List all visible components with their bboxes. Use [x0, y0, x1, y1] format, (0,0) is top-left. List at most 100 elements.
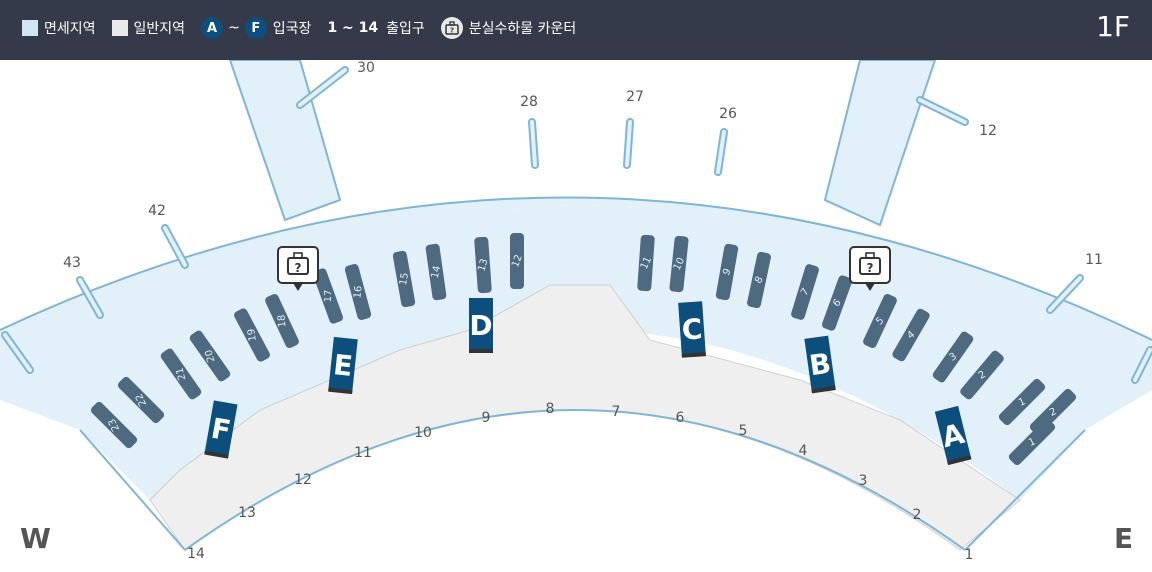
gate-label-43: 43 [63, 255, 81, 271]
svg-text:20: 20 [204, 348, 218, 363]
gate-label-28: 28 [520, 94, 538, 110]
luggage-icon: ? [440, 17, 463, 39]
svg-text:2: 2 [977, 369, 988, 382]
svg-text:7: 7 [799, 286, 812, 298]
baggage-carousel-10: 14 [425, 243, 447, 301]
east-label: E [1114, 522, 1134, 555]
arrival-hall-b: B [804, 335, 836, 394]
svg-text:22: 22 [134, 392, 149, 408]
west-label: W [20, 522, 51, 555]
exit-label-4: 4 [799, 443, 808, 459]
gate-label-27: 27 [626, 89, 644, 105]
baggage-carousel-19: 5 [863, 293, 897, 349]
legend-exit-range: 1 ~ 14 [327, 20, 379, 36]
svg-text:4: 4 [905, 329, 917, 342]
legend-exit-label: 출입구 [386, 21, 425, 37]
legend-duty-free-label: 면세지역 [44, 21, 96, 37]
baggage-carousel-5: 19 [234, 308, 270, 362]
legend-arrival-hall: A ~ F 입국장 [201, 17, 311, 39]
baggage-carousel-7: 17 [312, 268, 344, 324]
svg-text:C: C [681, 312, 704, 346]
arrival-hall-e: E [328, 336, 358, 395]
floor-indicator: 1F [1096, 10, 1130, 43]
header-bar: 면세지역 일반지역 A ~ F 입국장 1 ~ 14 출입구 ? 분실수하물 카… [0, 0, 1152, 60]
exit-label-14: 14 [187, 546, 205, 562]
baggage-carousel-3: 21 [160, 348, 202, 400]
exit-label-12: 12 [294, 472, 312, 488]
gate-label-42: 42 [148, 203, 166, 219]
exit-label-3: 3 [859, 473, 868, 489]
svg-text:8: 8 [753, 275, 766, 286]
svg-text:6: 6 [831, 297, 844, 309]
svg-text:1: 1 [1027, 436, 1037, 449]
exit-label-5: 5 [739, 423, 748, 439]
baggage-carousel-9: 15 [392, 250, 416, 308]
hall-f-badge: F [244, 17, 267, 39]
baggage-carousel-6: 18 [265, 293, 299, 349]
svg-text:10: 10 [672, 256, 687, 272]
svg-text:E: E [332, 348, 354, 383]
lost-found-marker-2: ? [849, 246, 891, 291]
svg-text:D: D [469, 309, 492, 342]
baggage-carousel-12: 12 [510, 233, 525, 289]
svg-text:18: 18 [276, 314, 288, 328]
exit-label-8: 8 [546, 401, 555, 417]
legend-general: 일반지역 [111, 18, 186, 38]
baggage-carousel-8: 16 [344, 264, 372, 320]
gate-label-12: 12 [979, 123, 997, 139]
legend-general-label: 일반지역 [133, 21, 186, 37]
svg-text:B: B [807, 347, 833, 383]
hall-a-badge: A [201, 17, 224, 39]
baggage-carousel-11: 13 [474, 236, 492, 294]
baggage-carousel-13: 11 [637, 234, 655, 292]
legend-tilde: ~ [228, 20, 240, 36]
baggage-carousel-16: 8 [747, 251, 771, 309]
general-swatch [111, 20, 128, 36]
legend-exit: 1 ~ 14 출입구 [327, 18, 424, 38]
svg-text:?: ? [867, 261, 874, 275]
baggage-carousel-14: 10 [669, 235, 689, 293]
svg-text:3: 3 [948, 351, 960, 364]
svg-text:21: 21 [175, 366, 189, 381]
svg-text:17: 17 [323, 290, 334, 303]
gate-label-26: 26 [719, 106, 737, 122]
baggage-carousel-15: 9 [715, 243, 739, 301]
svg-text:?: ? [450, 27, 454, 35]
svg-text:11: 11 [639, 255, 654, 271]
baggage-carousel-1: 23 [90, 401, 138, 449]
lost-found-marker-1: ? [277, 246, 319, 291]
arrival-hall-f: F [204, 400, 238, 459]
baggage-carousel-25: 1 [1008, 418, 1056, 466]
exit-label-11: 11 [354, 445, 372, 461]
legend-lost-found: ? 분실수하물 카운터 [440, 17, 577, 39]
baggage-carousel-21: 3 [932, 331, 974, 383]
exit-label-9: 9 [482, 410, 491, 426]
svg-text:1: 1 [1017, 396, 1027, 409]
svg-text:19: 19 [246, 328, 259, 342]
gate-label-30: 30 [357, 60, 375, 76]
svg-text:2: 2 [1048, 406, 1058, 419]
svg-text:?: ? [295, 261, 302, 275]
exit-label-1: 1 [965, 547, 974, 563]
baggage-carousel-22: 2 [960, 350, 1004, 400]
legend-lost-found-label: 분실수하물 카운터 [468, 21, 577, 37]
legend-duty-free: 면세지역 [22, 18, 96, 38]
svg-text:23: 23 [107, 417, 122, 433]
baggage-carousel-4: 20 [189, 330, 231, 382]
legend-arrival-label: 입국장 [272, 21, 312, 37]
baggage-carousel-2: 22 [117, 376, 165, 424]
baggage-carousel-18: 6 [821, 275, 853, 331]
svg-text:16: 16 [352, 285, 364, 299]
svg-text:9: 9 [721, 267, 734, 278]
baggage-carousel-23: 1 [998, 378, 1046, 426]
baggage-carousel-20: 4 [892, 308, 930, 362]
arrival-hall-d: D [469, 298, 493, 353]
exit-label-2: 2 [913, 507, 922, 523]
exit-label-7: 7 [612, 404, 621, 420]
map-legend: 면세지역 일반지역 A ~ F 입국장 1 ~ 14 출입구 ? 분실수하물 카… [22, 0, 592, 56]
exit-label-13: 13 [238, 505, 256, 521]
gate-label-11: 11 [1085, 252, 1103, 268]
arrival-hall-c: C [678, 301, 706, 358]
svg-text:12: 12 [510, 253, 525, 269]
